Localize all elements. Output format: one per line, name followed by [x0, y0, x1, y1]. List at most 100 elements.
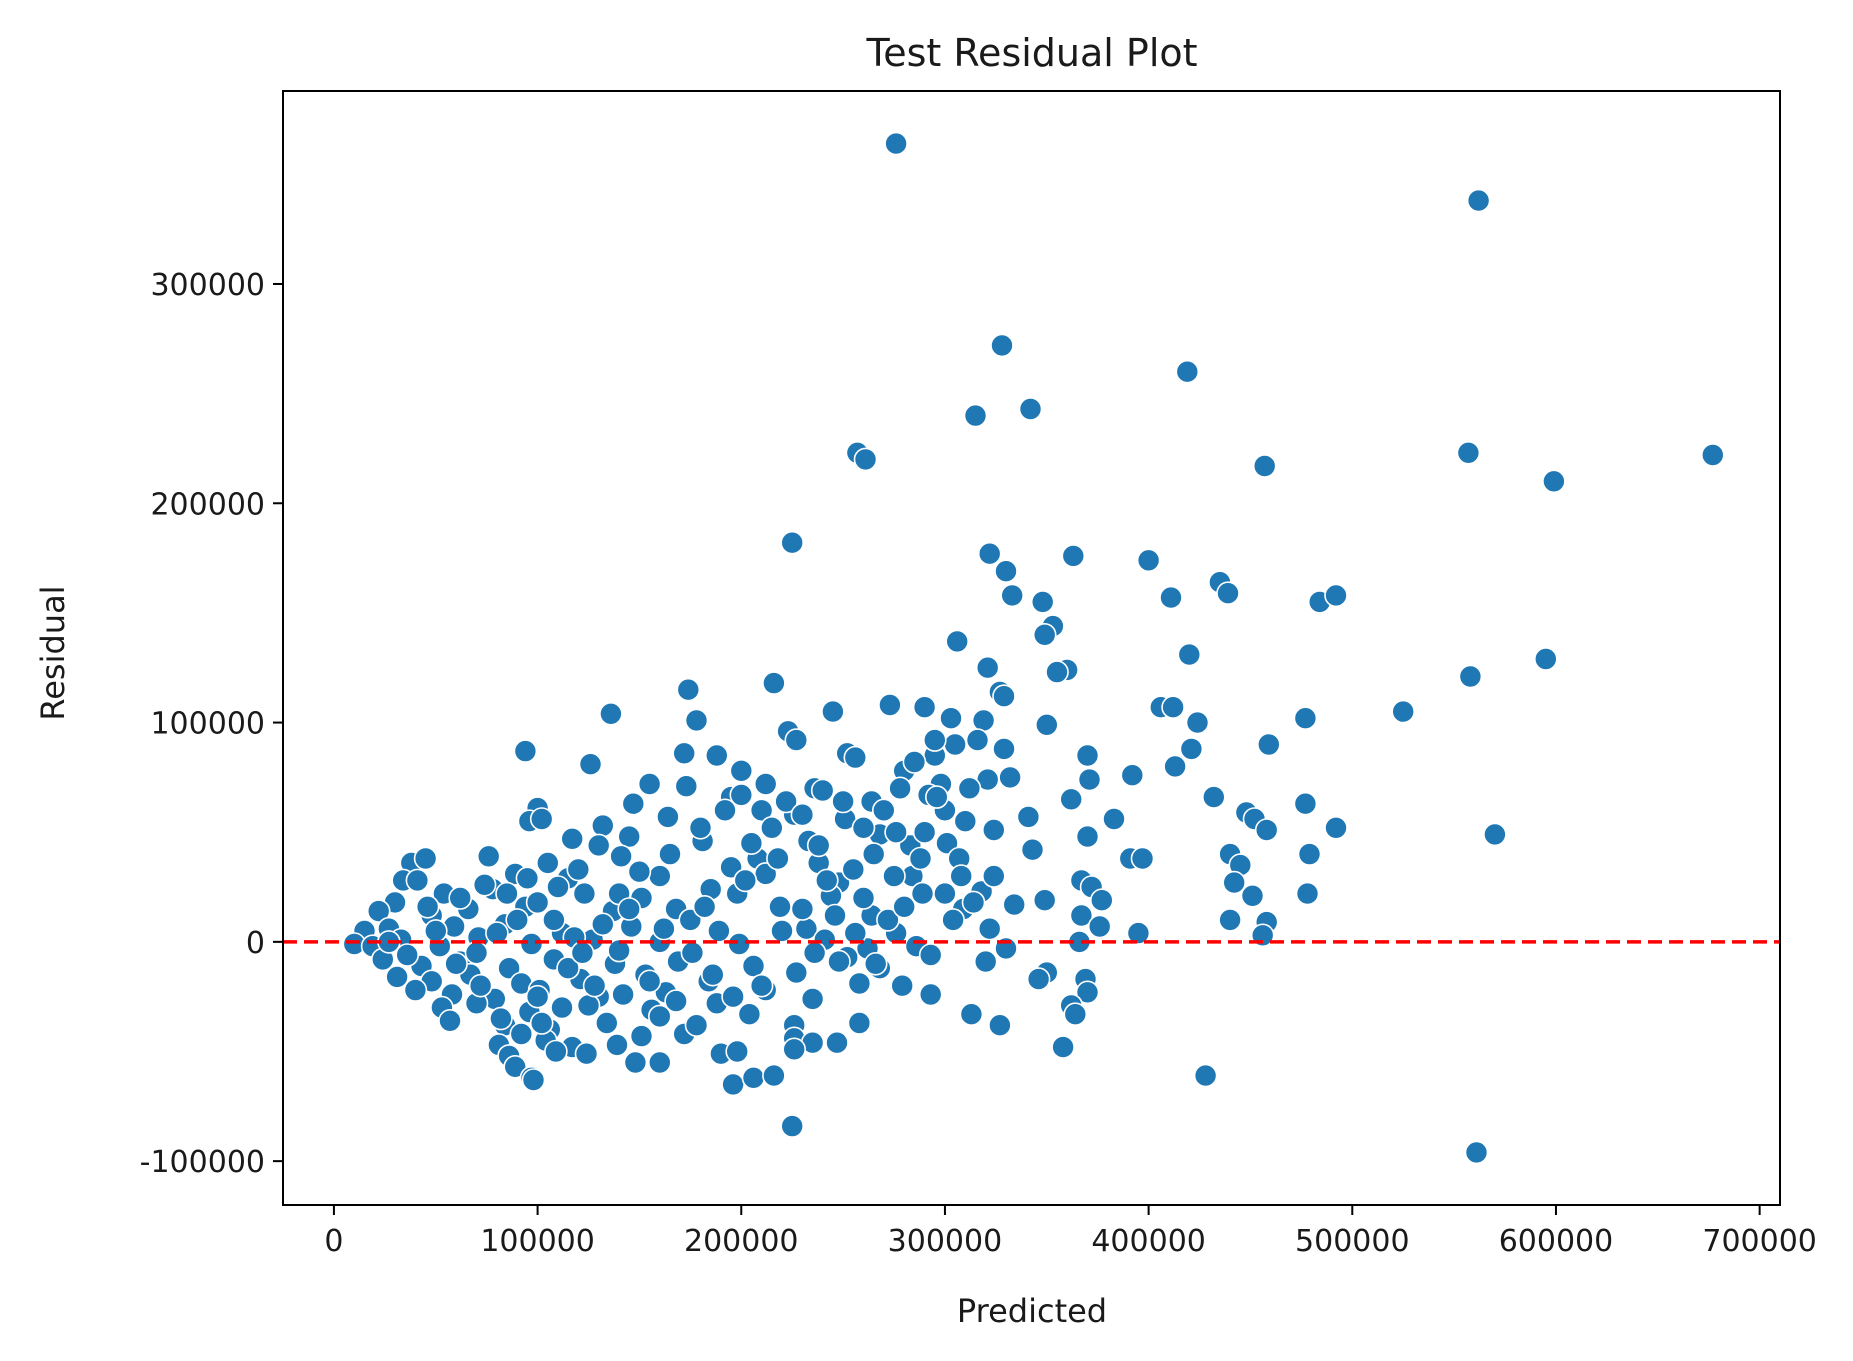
- data-point: [476, 844, 501, 869]
- data-point: [688, 815, 713, 840]
- data-point: [802, 940, 827, 965]
- data-point: [637, 969, 662, 994]
- data-point: [1077, 767, 1102, 792]
- x-tick-label: 0: [324, 1224, 343, 1259]
- data-point: [741, 1066, 766, 1090]
- data-point: [605, 1033, 629, 1057]
- x-axis-label: Predicted: [957, 1292, 1107, 1330]
- data-point: [1293, 706, 1318, 731]
- data-point: [542, 908, 566, 932]
- y-axis-label: Residual: [34, 585, 72, 720]
- data-point: [529, 807, 554, 831]
- data-point: [902, 750, 927, 774]
- data-point: [977, 541, 1002, 566]
- data-point: [733, 868, 758, 893]
- data-point: [971, 708, 996, 733]
- data-point: [680, 940, 705, 965]
- data-point: [876, 908, 900, 932]
- data-point: [892, 894, 917, 919]
- data-point: [910, 881, 935, 906]
- data-point: [729, 783, 754, 807]
- data-point: [444, 951, 468, 976]
- data-point: [998, 765, 1022, 790]
- data-point: [800, 987, 825, 1011]
- data-point: [780, 530, 805, 555]
- data-point: [953, 809, 978, 834]
- data-point: [578, 752, 603, 777]
- data-point: [806, 833, 831, 858]
- data-point: [544, 1039, 568, 1064]
- ticks-layer: 0 100000 200000 300000 400000 500000 600000 700…: [140, 268, 1817, 1259]
- data-point: [572, 881, 597, 906]
- data-point: [882, 864, 906, 888]
- data-point: [1193, 1063, 1218, 1088]
- data-point: [1177, 642, 1202, 667]
- data-point: [871, 798, 896, 823]
- data-point: [994, 559, 1018, 584]
- data-point: [629, 1024, 654, 1048]
- data-point: [1075, 824, 1100, 849]
- data-point: [721, 1072, 745, 1097]
- data-point: [658, 842, 682, 866]
- data-point: [768, 894, 792, 919]
- data-point: [884, 131, 908, 156]
- data-point: [1087, 914, 1112, 939]
- data-point: [366, 899, 391, 923]
- data-point: [851, 886, 876, 910]
- data-point: [1159, 585, 1183, 610]
- data-point: [988, 1013, 1012, 1037]
- data-point: [977, 916, 1002, 941]
- data-point: [774, 789, 798, 814]
- data-point: [647, 1050, 672, 1075]
- data-point: [861, 842, 886, 866]
- data-point: [617, 824, 642, 849]
- data-point: [550, 995, 574, 1020]
- data-point: [853, 447, 878, 472]
- data-point: [780, 1114, 805, 1138]
- data-point: [704, 743, 729, 768]
- x-tick-label: 100000: [480, 1224, 595, 1259]
- data-point: [1030, 590, 1055, 614]
- data-point: [810, 778, 835, 803]
- data-point: [1466, 188, 1491, 213]
- data-point: [843, 921, 868, 945]
- y-tick-label: 0: [246, 926, 265, 961]
- data-point: [759, 815, 784, 840]
- data-point: [888, 776, 912, 801]
- data-point: [1032, 622, 1057, 647]
- data-point: [1257, 732, 1281, 757]
- data-point: [513, 739, 538, 763]
- data-point: [766, 846, 790, 871]
- data-point: [1324, 815, 1348, 840]
- plot-frame: [282, 90, 1781, 1206]
- data-point: [652, 916, 676, 941]
- data-point: [590, 813, 615, 838]
- data-point: [924, 785, 949, 809]
- data-point: [1035, 712, 1059, 737]
- data-point: [700, 962, 725, 987]
- data-point: [727, 932, 752, 956]
- data-point: [1051, 1035, 1075, 1059]
- data-point: [707, 919, 731, 943]
- data-point: [981, 864, 1006, 888]
- data-point: [1391, 699, 1415, 724]
- y-tick-label: 300000: [150, 268, 265, 303]
- data-point: [1534, 647, 1558, 671]
- data-point: [515, 866, 540, 891]
- data-point: [1120, 763, 1145, 788]
- data-point: [576, 993, 601, 1018]
- data-point: [841, 857, 866, 882]
- data-point: [1126, 921, 1151, 945]
- data-point: [489, 1006, 513, 1031]
- y-tick-label: 100000: [150, 707, 265, 742]
- data-point: [847, 1011, 872, 1035]
- data-point: [1026, 967, 1051, 991]
- data-point: [973, 949, 998, 974]
- data-point: [737, 1002, 762, 1027]
- data-point: [566, 857, 591, 882]
- data-point: [1295, 881, 1320, 906]
- data-point: [782, 1037, 807, 1062]
- data-point: [1175, 359, 1200, 384]
